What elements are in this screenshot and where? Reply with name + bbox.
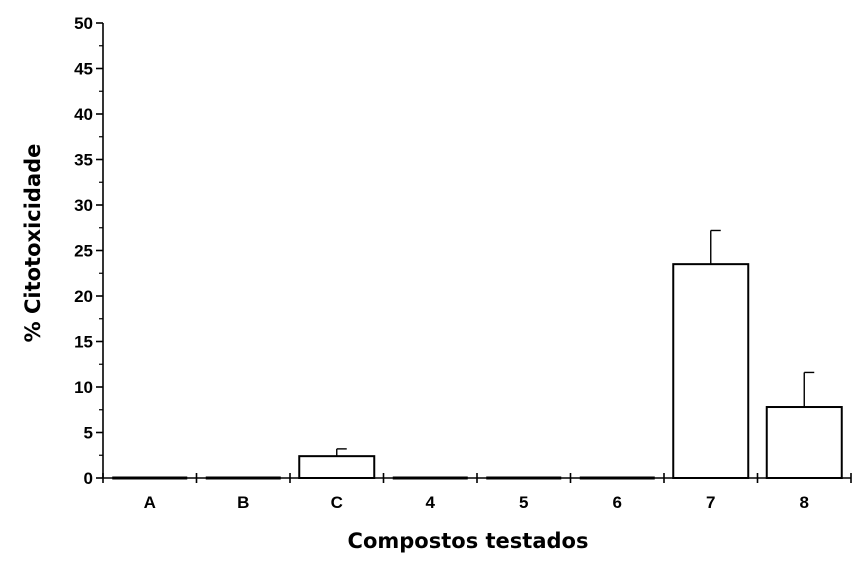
y-tick-label: 25 — [74, 242, 93, 261]
x-tick-label-7: 7 — [706, 493, 715, 512]
x-tick-label-A: A — [144, 493, 156, 512]
y-tick-label: 45 — [74, 60, 93, 79]
y-tick-label: 5 — [84, 424, 93, 443]
y-tick-label: 40 — [74, 105, 93, 124]
x-tick-label-C: C — [331, 493, 343, 512]
bar-C — [298, 455, 376, 480]
y-tick-label: 30 — [74, 196, 93, 215]
bar-7 — [672, 263, 750, 479]
x-tick-label-8: 8 — [800, 493, 809, 512]
y-tick-label: 50 — [74, 14, 93, 33]
x-tick-label-4: 4 — [426, 493, 436, 512]
y-tick-label: 10 — [74, 378, 93, 397]
bar-8 — [765, 406, 843, 479]
y-axis-title: % Citotoxicidade — [21, 144, 45, 343]
x-tick-label-B: B — [237, 493, 249, 512]
x-axis-title: Compostos testados — [348, 529, 589, 553]
y-tick-label: 35 — [74, 151, 93, 170]
y-tick-label: 0 — [84, 469, 93, 488]
y-tick-label: 15 — [74, 333, 93, 352]
x-tick-label-6: 6 — [613, 493, 622, 512]
x-tick-label-5: 5 — [519, 493, 528, 512]
y-tick-label: 20 — [74, 287, 93, 306]
